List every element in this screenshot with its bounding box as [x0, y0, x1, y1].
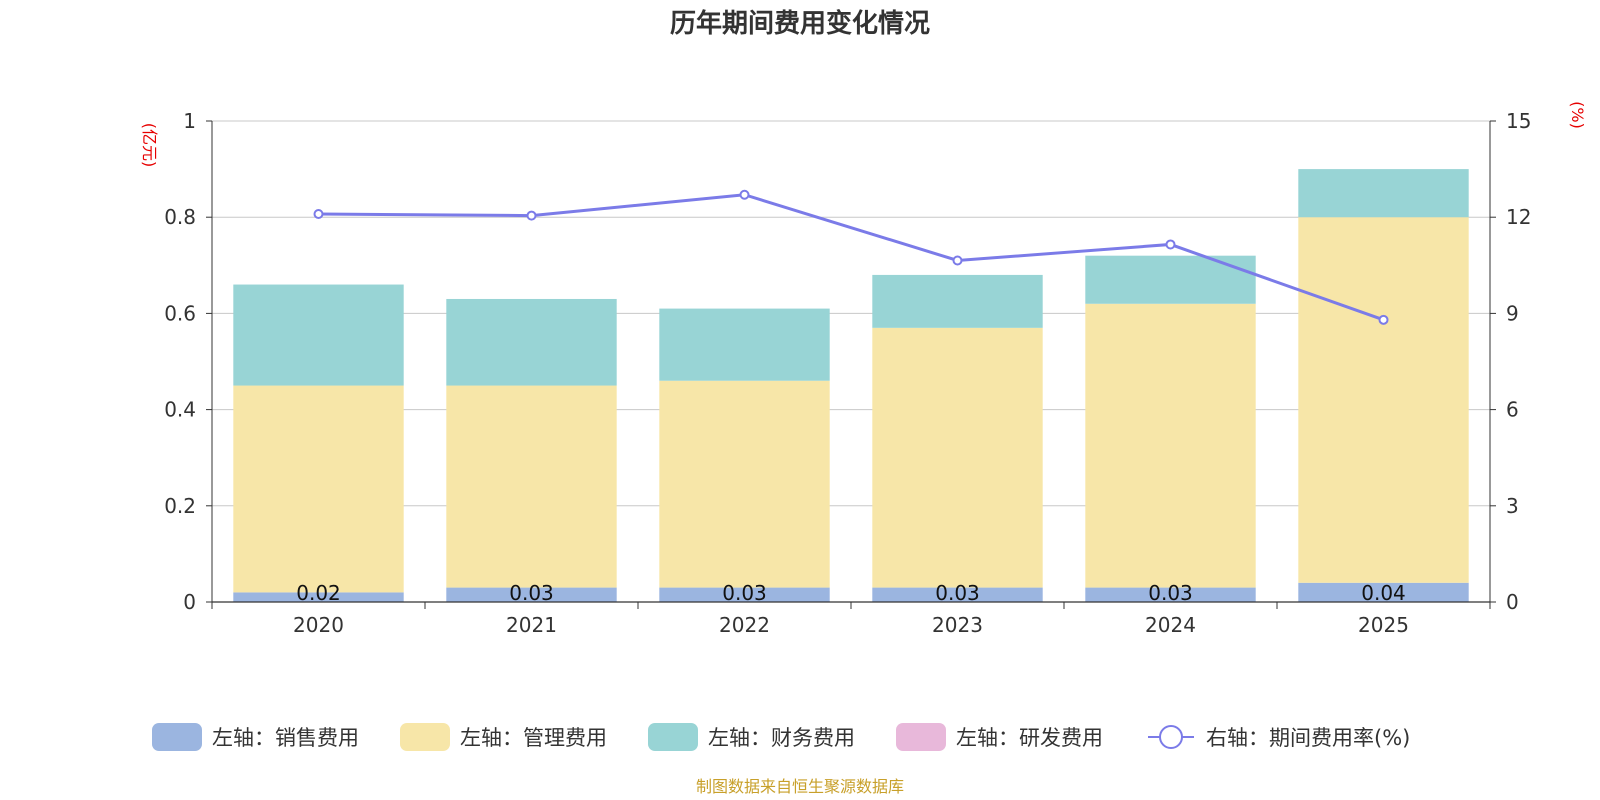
left-tick-label: 0.6: [164, 301, 196, 325]
right-tick-label: 12: [1506, 205, 1531, 229]
bar-segment: [446, 385, 617, 588]
right-tick-label: 3: [1506, 494, 1519, 518]
rate-line: [313, 189, 1389, 325]
left-tick-label: 0.4: [164, 398, 196, 422]
bar-segment: [872, 587, 1043, 602]
x-tick-label: 2022: [719, 613, 770, 637]
x-tick-label: 2025: [1358, 613, 1409, 637]
legend: 左轴：销售费用 左轴：管理费用 左轴：财务费用 左轴：研发费用 右轴：期间费用率(%): [152, 723, 1410, 751]
bar-segment: [872, 274, 1043, 328]
left-tick-label: 1: [183, 109, 196, 133]
bar-segment: [1085, 587, 1256, 602]
bar-value-label: 0.04: [1361, 581, 1406, 605]
bar-segment: [659, 380, 830, 588]
legend-label: 右轴：期间费用率(%): [1206, 726, 1410, 750]
left-tick-label: 0.8: [164, 205, 196, 229]
rate-point: [952, 255, 963, 266]
left-axis-unit: (亿元): [140, 123, 159, 168]
legend-swatch: [648, 723, 698, 751]
bar-value-label: 0.02: [296, 581, 341, 605]
bar-segment: [659, 308, 830, 381]
right-tick-label: 15: [1506, 109, 1531, 133]
bar-segment: [1085, 303, 1256, 588]
bar-value-label: 0.03: [722, 581, 767, 605]
bar-segment: [659, 587, 830, 602]
bar-value-label: 0.03: [1148, 581, 1193, 605]
right-axis-unit: (%): [1568, 101, 1587, 129]
right-tick-label: 6: [1506, 398, 1519, 422]
left-tick-label: 0: [183, 590, 196, 614]
rate-point: [739, 189, 750, 200]
rate-point: [526, 210, 537, 221]
bar-segment: [872, 327, 1043, 588]
bar-segment: [1085, 255, 1256, 304]
bar-segment: [1298, 217, 1469, 583]
x-tick-label: 2024: [1145, 613, 1196, 637]
x-tick-label: 2021: [506, 613, 557, 637]
bar-segment: [446, 298, 617, 386]
legend-swatch: [152, 723, 202, 751]
bar-segment: [233, 592, 404, 602]
source-note: 制图数据来自恒生聚源数据库: [696, 777, 904, 796]
bar-segment: [1298, 582, 1469, 602]
legend-label: 左轴：销售费用: [212, 726, 359, 750]
axes: 0 0.2 0.4 0.6 0.8 1 0 3 6 9 12 15 2020 2021 2022 2023 20…: [164, 109, 1531, 637]
right-tick-label: 0: [1506, 590, 1519, 614]
x-tick-label: 2020: [293, 613, 344, 637]
legend-marker: [1159, 725, 1183, 749]
legend-swatch: [400, 723, 450, 751]
bar-labels: 0.02 0.03 0.03 0.03 0.03 0.04: [296, 581, 1406, 605]
legend-label: 左轴：研发费用: [956, 726, 1103, 750]
bar-segment: [1298, 169, 1469, 218]
legend-label: 左轴：管理费用: [460, 726, 607, 750]
rate-point: [313, 208, 324, 219]
legend-swatch: [896, 723, 946, 751]
bar-segment: [233, 385, 404, 593]
bar-segment: [446, 587, 617, 602]
rate-line-path: [318, 193, 1385, 322]
x-tick-label: 2023: [932, 613, 983, 637]
bars: [233, 169, 1469, 602]
legend-label: 左轴：财务费用: [708, 726, 855, 750]
bar-value-label: 0.03: [935, 581, 980, 605]
chart-title: 历年期间费用变化情况: [670, 8, 930, 39]
rate-point: [1165, 239, 1176, 250]
bar-segment: [233, 284, 404, 386]
gridlines: [212, 120, 1490, 507]
rate-point: [1378, 314, 1389, 325]
bar-value-label: 0.03: [509, 581, 554, 605]
right-tick-label: 9: [1506, 301, 1519, 325]
left-tick-label: 0.2: [164, 494, 196, 518]
